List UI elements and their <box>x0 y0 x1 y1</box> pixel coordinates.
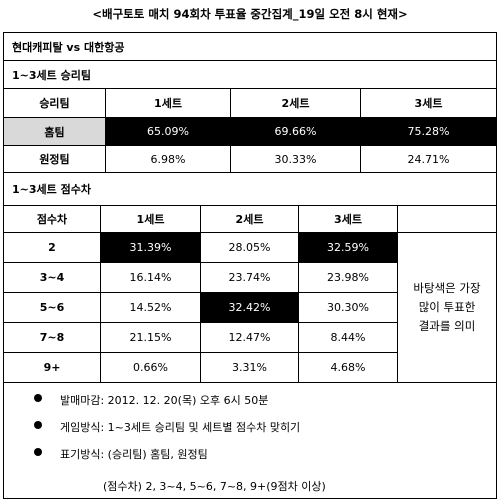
bullet-text: 표기방식: (승리팀) 홈팀, 원정팀 <box>60 448 208 461</box>
header-cell: 3세트 <box>298 205 398 233</box>
row-label: 3~4 <box>3 262 101 293</box>
value-cell: 0.66% <box>100 352 201 383</box>
header-cell: 1세트 <box>100 205 201 233</box>
value-cell: 3.31% <box>200 352 299 383</box>
header-cell: 2세트 <box>230 88 361 118</box>
row-label: 원정팀 <box>3 145 106 173</box>
row-label: 5~6 <box>3 292 101 323</box>
header-cell: 1세트 <box>105 88 231 118</box>
footnote: (점수차) 2, 3~4, 5~6, 7~8, 9+(9점차 이상) <box>103 480 326 493</box>
value-cell: 69.66% <box>230 117 361 146</box>
value-cell: 6.98% <box>105 145 231 173</box>
header-cell: 점수차 <box>3 205 101 233</box>
bullet-text: 게임방식: 1~3세트 승리팀 및 세트별 점수차 맞히기 <box>60 421 301 434</box>
value-cell: 31.39% <box>100 232 201 263</box>
match-title: 현대캐피탈 vs 대한항공 <box>3 32 497 61</box>
row-label: 7~8 <box>3 322 101 353</box>
bullet-dot <box>34 394 42 402</box>
value-cell: 12.47% <box>200 322 299 353</box>
row-label: 홈팀 <box>3 117 106 146</box>
bullet-dot <box>34 421 42 429</box>
value-cell: 30.33% <box>230 145 361 173</box>
value-cell: 32.59% <box>298 232 398 263</box>
value-cell: 75.28% <box>360 117 497 146</box>
bullet-dot <box>34 448 42 456</box>
value-cell: 28.05% <box>200 232 299 263</box>
header-cell: 2세트 <box>200 205 299 233</box>
value-cell: 32.42% <box>200 292 299 323</box>
value-cell: 23.74% <box>200 262 299 293</box>
value-cell: 21.15% <box>100 322 201 353</box>
value-cell: 16.14% <box>100 262 201 293</box>
value-cell: 30.30% <box>298 292 398 323</box>
note-line: 많이 투표한 <box>418 300 476 314</box>
value-cell: 24.71% <box>360 145 497 173</box>
value-cell: 14.52% <box>100 292 201 323</box>
section-heading: 1~3세트 승리팀 <box>3 60 497 89</box>
bullet-text: 발매마감: 2012. 12. 20(목) 오후 6시 50분 <box>60 394 269 407</box>
value-cell: 65.09% <box>105 117 231 146</box>
note-line: 바탕색은 가장 <box>413 281 481 295</box>
value-cell: 8.44% <box>298 322 398 353</box>
value-cell: 23.98% <box>298 262 398 293</box>
header-cell: 승리팀 <box>3 88 106 118</box>
section-heading: 1~3세트 점수차 <box>3 172 497 206</box>
title: <배구토토 매치 94회차 투표율 중간집계_19일 오전 8시 현재> <box>92 7 408 21</box>
value-cell: 4.68% <box>298 352 398 383</box>
note-line: 결과를 의미 <box>418 319 476 333</box>
header-cell: 3세트 <box>360 88 497 118</box>
row-label: 2 <box>3 232 101 263</box>
row-label: 9+ <box>3 352 101 383</box>
